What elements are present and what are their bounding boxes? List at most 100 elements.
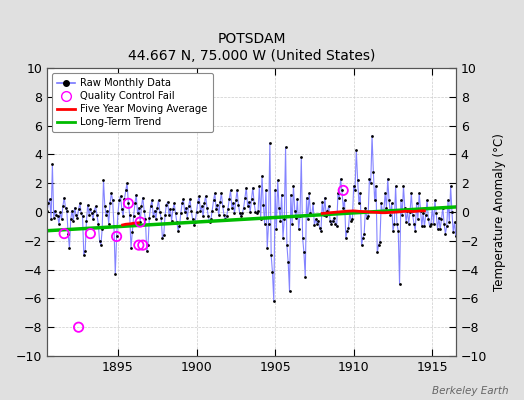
Point bbox=[79, 213, 87, 220]
Point bbox=[219, 203, 227, 210]
Y-axis label: Temperature Anomaly (°C): Temperature Anomaly (°C) bbox=[493, 133, 506, 291]
Point bbox=[60, 230, 68, 237]
Point bbox=[454, 209, 463, 215]
Point bbox=[129, 213, 138, 220]
Point bbox=[282, 242, 291, 248]
Point bbox=[132, 192, 140, 198]
Point bbox=[305, 190, 313, 196]
Point bbox=[115, 197, 123, 204]
Point bbox=[398, 212, 406, 218]
Point bbox=[446, 183, 455, 189]
Point bbox=[74, 206, 83, 212]
Point bbox=[435, 214, 443, 221]
Point bbox=[46, 196, 54, 202]
Point bbox=[444, 197, 452, 204]
Point bbox=[187, 207, 195, 214]
Point bbox=[443, 223, 451, 230]
Point bbox=[364, 213, 373, 220]
Point bbox=[317, 228, 325, 234]
Point bbox=[86, 206, 94, 212]
Point bbox=[327, 220, 335, 227]
Point bbox=[102, 212, 111, 218]
Point bbox=[35, 213, 43, 220]
Point bbox=[437, 216, 445, 222]
Point bbox=[302, 194, 311, 201]
Point bbox=[170, 200, 178, 206]
Point bbox=[339, 187, 347, 194]
Point bbox=[333, 223, 341, 230]
Point bbox=[362, 204, 370, 211]
Text: Berkeley Earth: Berkeley Earth bbox=[432, 386, 508, 396]
Point bbox=[136, 219, 145, 225]
Point bbox=[248, 184, 257, 191]
Point bbox=[130, 200, 139, 206]
Point bbox=[287, 192, 295, 198]
Point bbox=[390, 220, 398, 227]
Point bbox=[346, 209, 354, 215]
Point bbox=[405, 220, 413, 227]
Point bbox=[232, 197, 240, 204]
Point bbox=[358, 235, 367, 241]
Point bbox=[208, 207, 216, 214]
Point bbox=[262, 187, 270, 194]
Point bbox=[47, 216, 56, 222]
Point bbox=[247, 196, 256, 202]
Point bbox=[288, 220, 296, 227]
Point bbox=[88, 210, 96, 217]
Point bbox=[58, 216, 66, 222]
Point bbox=[215, 212, 223, 218]
Point bbox=[370, 197, 379, 204]
Point bbox=[303, 216, 312, 222]
Point bbox=[75, 200, 84, 206]
Point bbox=[83, 202, 92, 208]
Point bbox=[107, 190, 115, 196]
Point bbox=[424, 216, 433, 222]
Point bbox=[337, 187, 346, 194]
Point bbox=[198, 203, 206, 210]
Point bbox=[425, 223, 434, 230]
Point bbox=[275, 204, 283, 211]
Point bbox=[307, 210, 315, 217]
Point bbox=[311, 216, 320, 222]
Point bbox=[253, 210, 261, 217]
Point bbox=[286, 288, 294, 294]
Point bbox=[260, 220, 269, 227]
Point bbox=[308, 212, 316, 218]
Point bbox=[184, 203, 193, 210]
Point bbox=[319, 212, 328, 218]
Point bbox=[413, 216, 422, 222]
Point bbox=[315, 225, 324, 231]
Point bbox=[77, 210, 85, 217]
Point bbox=[69, 218, 78, 224]
Point bbox=[344, 225, 353, 231]
Point bbox=[174, 228, 182, 234]
Point bbox=[403, 207, 412, 214]
Point bbox=[401, 204, 409, 211]
Point bbox=[271, 187, 279, 194]
Point bbox=[343, 228, 351, 234]
Point bbox=[233, 187, 241, 194]
Point bbox=[448, 209, 456, 215]
Point bbox=[207, 216, 215, 222]
Point bbox=[82, 218, 91, 224]
Point bbox=[234, 202, 243, 208]
Point bbox=[150, 207, 159, 214]
Point bbox=[141, 216, 149, 222]
Point bbox=[323, 207, 332, 214]
Point bbox=[211, 190, 219, 196]
Point bbox=[458, 130, 467, 136]
Point bbox=[376, 239, 384, 246]
Point bbox=[238, 210, 247, 217]
Point bbox=[431, 197, 439, 204]
Point bbox=[68, 207, 76, 214]
Point bbox=[71, 204, 79, 211]
Point bbox=[192, 209, 201, 215]
Point bbox=[278, 192, 286, 198]
Point bbox=[64, 230, 72, 237]
Point bbox=[254, 207, 263, 214]
Point bbox=[381, 190, 389, 196]
Point bbox=[85, 212, 93, 218]
Point bbox=[326, 218, 334, 224]
Point bbox=[224, 206, 232, 212]
Point bbox=[80, 252, 88, 258]
